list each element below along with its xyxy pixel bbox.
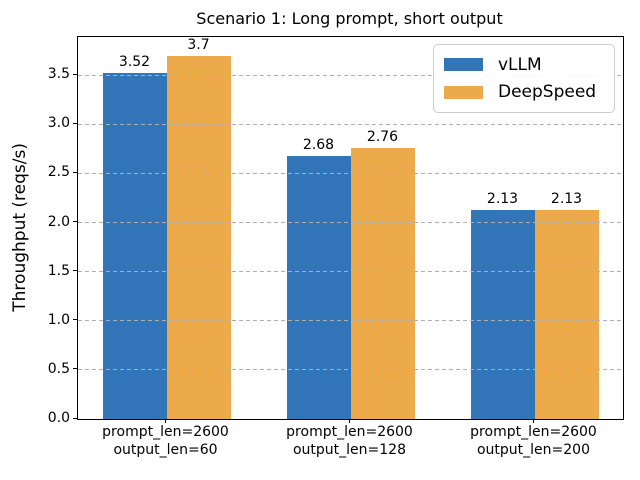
y-tick-label: 3.5 bbox=[47, 66, 70, 83]
x-tick-mark bbox=[349, 419, 350, 423]
y-tick-label: 2.5 bbox=[47, 164, 70, 181]
y-tick-mark bbox=[73, 221, 77, 223]
y-tick-mark bbox=[73, 73, 77, 75]
gridline-y-1 bbox=[78, 320, 623, 322]
x-tick-label-line: output_len=60 bbox=[113, 441, 218, 458]
legend-swatch-deepspeed bbox=[444, 85, 483, 99]
gridline-y-2.5 bbox=[78, 172, 623, 174]
legend-item-vllm: vLLM bbox=[434, 55, 614, 75]
bar-value-label-deepspeed-1: 2.76 bbox=[366, 128, 399, 145]
y-tick-label: 1.5 bbox=[47, 262, 70, 279]
x-tick-label-2: prompt_len=2600 output_len=200 bbox=[424, 424, 640, 459]
y-tick-mark bbox=[73, 368, 77, 370]
gridline-y-1.5 bbox=[78, 271, 623, 273]
chart-title: Scenario 1: Long prompt, short output bbox=[196, 9, 503, 28]
y-tick-label: 3.0 bbox=[47, 115, 70, 132]
bar-value-label-vllm-2: 2.13 bbox=[486, 190, 519, 207]
x-tick-label-line: prompt_len=2600 bbox=[102, 424, 229, 440]
bar-value-label-vllm-1: 2.68 bbox=[302, 136, 335, 153]
bar-deepspeed-1 bbox=[350, 147, 415, 419]
y-tick-mark bbox=[73, 270, 77, 272]
x-tick-label-line: output_len=128 bbox=[292, 441, 406, 458]
bar-value-label-vllm-0: 3.52 bbox=[118, 54, 151, 71]
x-tick-mark bbox=[165, 419, 166, 423]
x-tick-label-line: prompt_len=2600 bbox=[470, 424, 597, 440]
y-tick-mark bbox=[73, 171, 77, 173]
gridline-y-0.5 bbox=[78, 369, 623, 371]
x-tick-label-1: prompt_len=2600 output_len=128 bbox=[240, 424, 460, 459]
bar-deepspeed-0 bbox=[166, 55, 231, 419]
legend-item-deepspeed: DeepSpeed bbox=[434, 82, 614, 102]
bar-deepspeed-2 bbox=[534, 209, 599, 419]
y-tick-label: 0.0 bbox=[47, 410, 70, 426]
gridline-y-3.5 bbox=[78, 74, 623, 76]
bar-value-label-deepspeed-0: 3.7 bbox=[187, 36, 210, 53]
bar-vllm-2 bbox=[470, 209, 535, 419]
x-tick-label-line: prompt_len=2600 bbox=[286, 424, 413, 440]
legend-label-deepspeed: DeepSpeed bbox=[498, 82, 597, 103]
y-tick-mark bbox=[73, 417, 77, 419]
gridline-y-2 bbox=[78, 222, 623, 224]
y-tick-label: 2.0 bbox=[47, 213, 70, 230]
x-tick-label-0: prompt_len=2600 output_len=60 bbox=[56, 424, 276, 459]
y-tick-mark bbox=[73, 122, 77, 124]
legend-swatch-vllm bbox=[444, 58, 483, 72]
y-tick-label: 1.0 bbox=[47, 311, 70, 328]
x-tick-label-line: output_len=200 bbox=[476, 441, 590, 458]
x-tick-mark bbox=[533, 419, 534, 423]
y-tick-mark bbox=[73, 319, 77, 321]
legend: vLLM DeepSpeed bbox=[433, 44, 615, 113]
legend-label-vllm: vLLM bbox=[498, 54, 542, 75]
bar-vllm-1 bbox=[286, 155, 351, 419]
bar-vllm-0 bbox=[102, 73, 167, 419]
gridline-y-3 bbox=[78, 123, 623, 125]
y-tick-label: 0.5 bbox=[47, 360, 70, 377]
bar-value-label-deepspeed-2: 2.13 bbox=[550, 190, 583, 207]
